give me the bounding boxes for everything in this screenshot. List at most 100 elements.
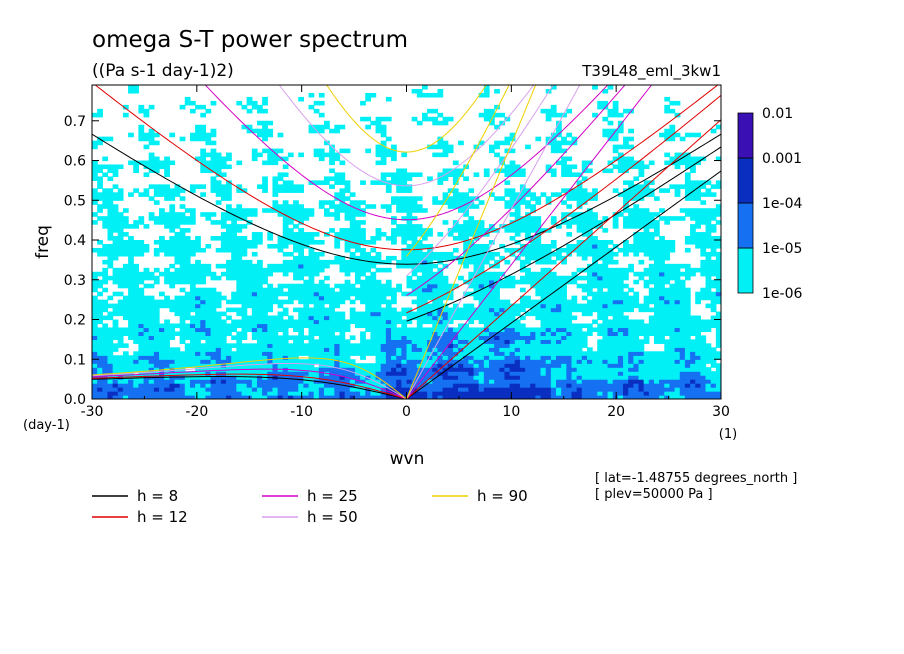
power-cell — [272, 152, 279, 158]
power-cell — [303, 323, 310, 329]
power-cell — [628, 160, 634, 166]
power-cell — [664, 291, 671, 297]
power-cell — [133, 188, 140, 193]
power-cell — [220, 367, 227, 372]
power-cell — [432, 391, 439, 396]
power-cell — [617, 391, 624, 396]
power-cell — [339, 232, 346, 237]
power-cell — [700, 379, 707, 384]
power-cell — [365, 351, 372, 356]
power-cell — [293, 283, 299, 289]
power-cell — [256, 311, 263, 317]
power-cell — [236, 311, 243, 317]
power-cell — [473, 387, 480, 392]
power-cell — [473, 232, 480, 237]
power-cell — [210, 395, 217, 399]
power-cell — [648, 192, 655, 197]
power-cell — [566, 303, 573, 309]
power-cell — [385, 319, 392, 325]
power-cell — [375, 359, 382, 364]
power-cell — [566, 192, 573, 197]
power-cell — [597, 243, 604, 249]
power-cell — [679, 339, 686, 344]
power-cell — [262, 188, 268, 193]
power-cell — [385, 180, 392, 185]
power-cell — [535, 232, 542, 237]
power-cell — [112, 208, 119, 213]
power-cell — [597, 327, 604, 333]
power-cell — [432, 331, 439, 336]
power-cell — [664, 263, 671, 269]
power-cell — [452, 172, 459, 178]
power-cell — [324, 375, 330, 380]
power-cell — [102, 347, 109, 352]
power-cell — [530, 228, 536, 233]
power-cell — [210, 156, 217, 162]
power-cell — [556, 275, 562, 281]
power-cell — [623, 204, 629, 209]
power-cell — [638, 208, 645, 213]
power-cell — [241, 295, 248, 301]
power-cell — [324, 379, 330, 384]
power-cell — [370, 275, 377, 281]
power-cell — [473, 283, 480, 289]
power-cell — [607, 267, 614, 273]
power-cell — [117, 363, 124, 368]
power-cell — [623, 371, 629, 376]
power-cell — [659, 383, 665, 388]
power-cell — [447, 375, 454, 380]
power-cell — [509, 359, 516, 364]
power-cell — [298, 367, 304, 372]
power-cell — [705, 251, 712, 257]
power-cell — [416, 172, 423, 178]
power-cell — [133, 315, 140, 321]
power-cell — [97, 192, 103, 197]
power-cell — [432, 200, 439, 205]
power-cell — [112, 243, 119, 249]
power-cell — [215, 391, 222, 396]
power-cell — [169, 263, 176, 269]
power-cell — [401, 172, 408, 178]
power-cell — [97, 299, 103, 305]
power-cell — [674, 395, 681, 399]
power-cell — [473, 267, 480, 273]
power-cell — [514, 307, 521, 313]
power-cell — [200, 347, 207, 352]
power-cell — [200, 156, 207, 162]
power-cell — [287, 351, 294, 356]
power-cell — [715, 283, 721, 289]
power-cell — [617, 212, 624, 217]
power-cell — [478, 220, 485, 225]
power-cell — [329, 200, 335, 205]
power-cell — [602, 243, 609, 249]
power-cell — [550, 367, 557, 372]
power-cell — [179, 339, 186, 344]
power-cell — [628, 343, 634, 348]
power-cell — [690, 315, 696, 321]
power-cell — [705, 279, 712, 285]
power-cell — [494, 291, 500, 297]
power-cell — [571, 339, 578, 344]
power-cell — [643, 327, 650, 333]
power-cell — [416, 204, 423, 209]
power-cell — [287, 212, 294, 217]
power-cell — [169, 188, 176, 193]
power-cell — [360, 232, 366, 237]
power-cell — [607, 371, 614, 376]
power-cell — [525, 347, 531, 352]
power-cell — [241, 212, 248, 217]
power-cell — [411, 255, 418, 261]
power-cell — [705, 347, 712, 352]
power-cell — [169, 192, 176, 197]
power-cell — [525, 311, 531, 317]
power-cell — [92, 395, 98, 399]
power-cell — [710, 184, 717, 189]
power-cell — [344, 263, 351, 269]
power-cell — [107, 395, 114, 399]
power-cell — [411, 208, 418, 213]
power-cell — [494, 355, 500, 360]
power-cell — [602, 295, 609, 301]
power-cell — [427, 347, 433, 352]
power-cell — [256, 287, 263, 293]
power-cell — [231, 259, 237, 265]
